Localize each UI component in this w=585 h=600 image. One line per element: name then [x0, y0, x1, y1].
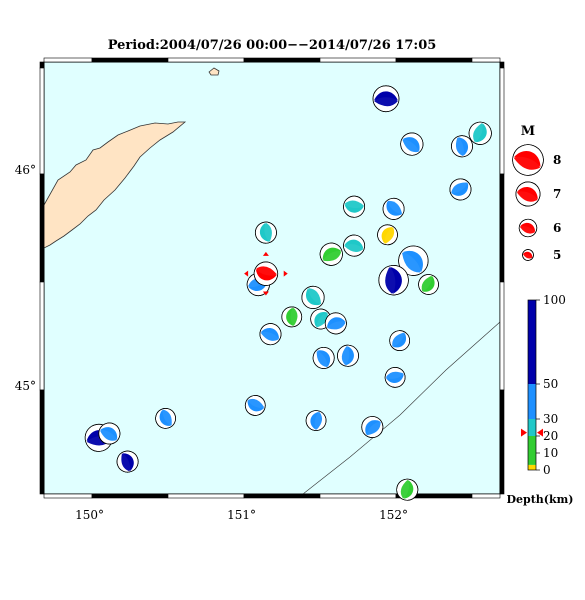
islet [208, 67, 220, 76]
frame-segment-left [39, 67, 45, 175]
depth-scale-label: 30 [543, 412, 558, 426]
depth-scale-band [528, 464, 536, 470]
event-beachball [382, 197, 405, 220]
latest-event-arrow [283, 270, 288, 277]
frame-segment-left [39, 389, 45, 495]
frame-segment-bottom [471, 493, 501, 499]
event-beachball [389, 330, 411, 351]
magnitude-legend-label: 7 [553, 187, 561, 201]
frame-segment-left [39, 61, 45, 69]
event-beachball [254, 221, 277, 244]
trench-line [302, 321, 501, 495]
event-beachball [305, 410, 327, 431]
frame-segment-top [471, 57, 501, 63]
event-beachball [378, 265, 409, 296]
latest-event-arrow [262, 251, 269, 256]
latest-event-arrow [244, 270, 249, 277]
event-beachball [449, 178, 472, 201]
event-beachball [400, 132, 424, 156]
magnitude-legend-ball [522, 249, 534, 261]
depth-scale-band [528, 300, 536, 384]
frame-segment-bottom [43, 493, 93, 499]
frame-segment-bottom [319, 493, 397, 499]
frame-segment-right [499, 67, 505, 175]
depth-scale-label: 20 [543, 429, 558, 443]
magnitude-legend-ball [518, 218, 538, 238]
frame-segment-left [39, 173, 45, 283]
depth-marker-left [521, 428, 527, 437]
magnitude-legend-label: 8 [553, 153, 561, 167]
frame-segment-bottom [91, 493, 169, 499]
frame-segment-top [167, 57, 245, 63]
event-beachball [451, 135, 473, 158]
depth-scale-label: 0 [543, 463, 551, 477]
event-beachball [468, 121, 492, 145]
magnitude-legend-label: 6 [553, 221, 561, 235]
event-beachball [377, 224, 398, 246]
lon-tick-label: 151° [227, 508, 256, 522]
magnitude-legend-title: M [521, 124, 535, 139]
event-beachball [155, 408, 176, 429]
depth-scale-label: 10 [543, 446, 558, 460]
frame-segment-right [499, 61, 505, 69]
event-beachball [396, 478, 419, 501]
depth-scale-label: 50 [543, 377, 558, 391]
depth-scale-label: 100 [543, 293, 566, 307]
magnitude-legend-ball [515, 181, 541, 207]
event-beachball [384, 367, 406, 388]
frame-segment-top [319, 57, 397, 63]
event-beachball [361, 416, 384, 438]
frame-segment-top [91, 57, 169, 63]
lon-tick-label: 150° [75, 508, 104, 522]
event-beachball [372, 85, 400, 113]
frame-segment-bottom [167, 493, 245, 499]
axis-tick-labels: 150° 151° 152° 46° 45° [15, 163, 408, 522]
depth-scale-frame [527, 299, 537, 471]
depth-scale-band [528, 384, 536, 419]
depth-scale-band [528, 436, 536, 465]
latest-event-arrow [262, 291, 269, 296]
frame-segment-right [499, 281, 505, 391]
depth-scale-title: Depth(km) [507, 493, 574, 506]
event-beachball [418, 274, 439, 295]
frame-segment-right [499, 173, 505, 283]
frame-segment-top [395, 57, 473, 63]
magnitude-legend-ball [512, 144, 544, 176]
lat-tick-label: 45° [15, 379, 36, 393]
depth-marker-right [537, 428, 543, 437]
event-beachball [343, 195, 366, 218]
event-beachball [343, 234, 366, 257]
depth-scale-band [528, 419, 536, 436]
latest-event-beachball [253, 261, 279, 286]
event-beachball [259, 323, 282, 346]
frame-segment-right [499, 389, 505, 495]
magnitude-legend-label: 5 [553, 248, 561, 262]
event-beachball [319, 242, 343, 266]
magnitude-legend: M 8 7 6 5 [512, 124, 561, 262]
event-beachball [244, 395, 266, 416]
event-beachball [312, 346, 335, 369]
land-coastline [43, 121, 187, 249]
event-beachball [324, 312, 347, 335]
event-beachball [301, 285, 325, 309]
event-markers [84, 85, 492, 501]
map-frame [39, 57, 505, 499]
lat-tick-label: 46° [15, 163, 36, 177]
frame-segment-bottom [243, 493, 321, 499]
event-beachball [116, 450, 139, 473]
event-beachball [337, 344, 359, 367]
period-title: Period:2004/07/26 00:00−−2014/07/26 17:0… [108, 38, 437, 53]
event-beachball [98, 422, 121, 445]
frame-segment-top [43, 57, 93, 63]
frame-segment-left [39, 281, 45, 391]
lon-tick-label: 152° [379, 508, 408, 522]
event-beachball [281, 306, 303, 328]
frame-segment-top [243, 57, 321, 63]
map-panel: 150° 151° 152° 46° 45° [15, 57, 505, 522]
